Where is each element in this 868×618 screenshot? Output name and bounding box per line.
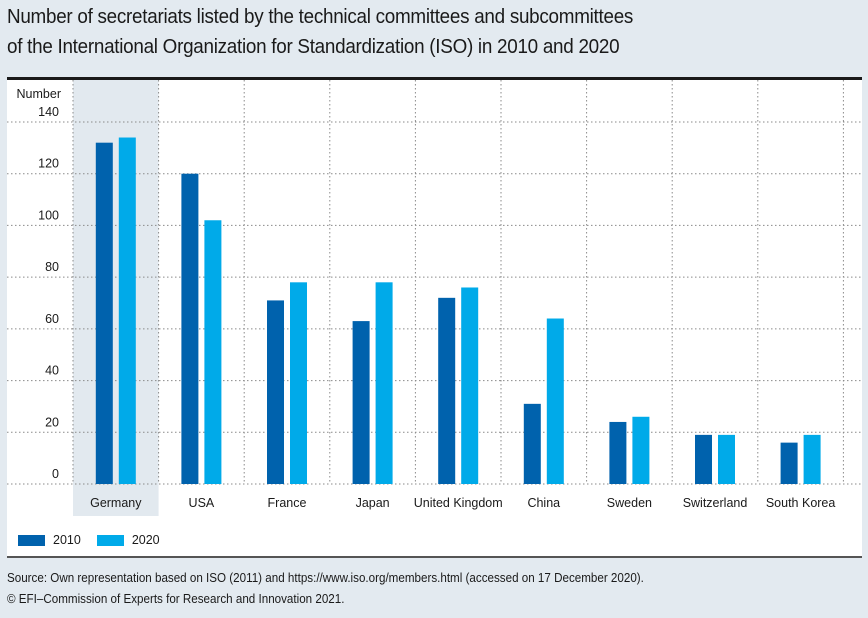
legend-swatch-2020	[96, 534, 124, 546]
y-tick-label: 100	[38, 208, 59, 222]
bar-2010-united-kingdom	[438, 297, 456, 484]
legend-item-2010: 2010	[18, 533, 81, 547]
x-tick-label: Germany	[90, 496, 142, 510]
chart-title-line-2: of the International Organization for St…	[7, 35, 620, 58]
legend-swatch-2010	[18, 534, 45, 546]
copyright-line: © EFI–Commission of Experts for Research…	[7, 592, 345, 606]
bar-2010-china	[523, 403, 541, 484]
legend-label-2010: 2010	[53, 533, 81, 547]
x-tick-label: China	[527, 496, 560, 510]
x-tick-label: Sweden	[607, 496, 652, 510]
x-tick-label: United Kingdom	[414, 496, 503, 510]
y-tick-label: 0	[52, 467, 59, 481]
highlight-column	[73, 80, 159, 516]
bar-2020-south-korea	[803, 434, 821, 484]
y-tick-label: 120	[38, 157, 59, 171]
chart-title-line-1: Number of secretariats listed by the tec…	[7, 5, 634, 28]
x-tick-label: USA	[189, 496, 215, 510]
x-tick-label: Japan	[356, 496, 390, 510]
x-tick-label: France	[268, 496, 307, 510]
y-axis-label: Number	[17, 87, 61, 101]
bar-2010-south-korea	[780, 442, 798, 484]
bar-2010-sweden	[609, 421, 627, 484]
source-note: Source: Own representation based on ISO …	[7, 568, 644, 610]
bar-2020-germany	[118, 137, 136, 484]
bar-2020-switzerland	[718, 434, 735, 484]
bar-2020-usa	[204, 220, 222, 484]
bar-2020-sweden	[632, 416, 650, 484]
y-tick-label: 140	[38, 105, 59, 119]
bar-2010-switzerland	[695, 434, 712, 484]
bar-2020-united-kingdom	[461, 287, 479, 484]
chart-title: Number of secretariats listed by the tec…	[7, 2, 789, 62]
bar-2010-france	[267, 300, 284, 484]
bar-2010-usa	[181, 173, 199, 484]
x-tick-label: South Korea	[766, 496, 836, 510]
legend-item-2020: 2020	[96, 533, 160, 547]
bar-2010-germany	[95, 142, 113, 484]
legend-label-2020: 2020	[131, 533, 160, 547]
bar-2020-china	[546, 318, 564, 484]
y-tick-label: 60	[45, 312, 59, 326]
y-tick-label: 20	[45, 415, 59, 429]
x-tick-label: Switzerland	[683, 496, 748, 510]
chart-panel: 0 20 40 60 80 100 120 140 Number Germany USA France…	[7, 77, 862, 558]
bar-chart: 0 20 40 60 80 100 120 140 Number Germany USA France…	[7, 80, 862, 516]
bar-2010-japan	[352, 321, 370, 484]
y-tick-label: 40	[45, 364, 59, 378]
bar-2020-japan	[375, 282, 393, 484]
chart-legend: 2010 2020	[18, 533, 168, 547]
bar-2020-france	[290, 282, 307, 484]
source-line: Source: Own representation based on ISO …	[7, 571, 644, 585]
y-tick-label: 80	[45, 260, 59, 274]
